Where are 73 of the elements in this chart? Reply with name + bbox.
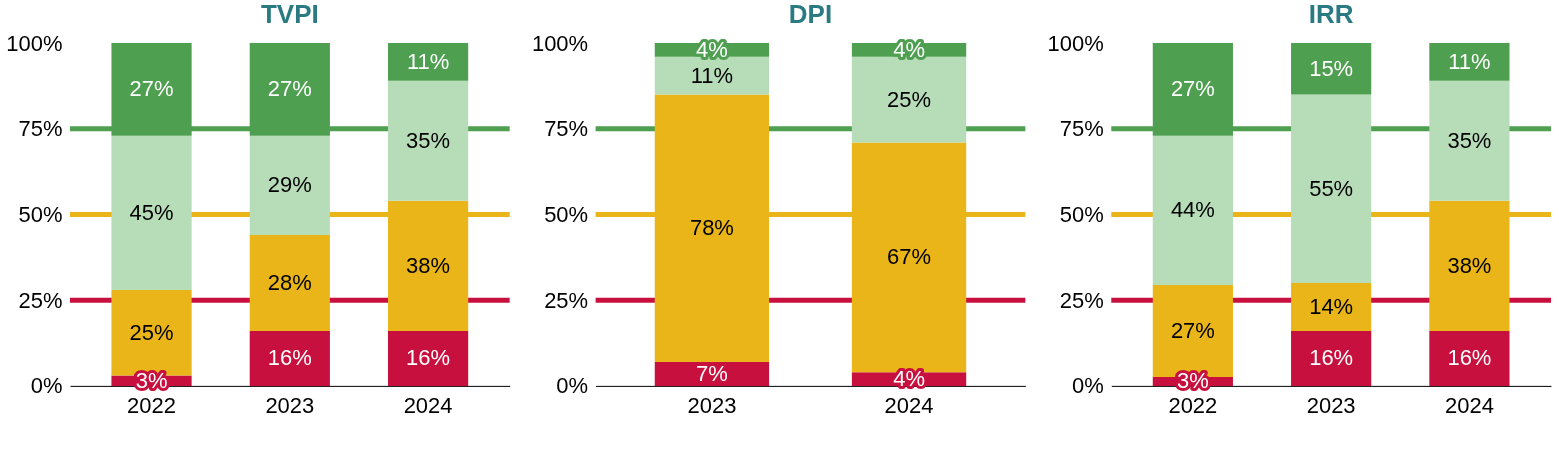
bar (387, 80, 469, 201)
data-label: 29% (267, 172, 312, 198)
y-tick-label: 75% (1059, 116, 1104, 142)
bar (1152, 135, 1233, 286)
data-label: 11% (690, 62, 734, 88)
data-label: 7% (696, 360, 728, 386)
bar (249, 235, 330, 332)
y-tick-label: 50% (18, 201, 63, 227)
data-label: 38% (1447, 252, 1492, 278)
x-tick-label: 2024 (403, 393, 453, 419)
data-label: 4% (893, 36, 925, 62)
x-tick-label: 2022 (1168, 393, 1218, 419)
x-tick-label: 2023 (1306, 393, 1356, 419)
bar (387, 331, 469, 386)
x-tick-label: 2023 (265, 393, 315, 419)
bar (1291, 43, 1372, 95)
data-label: 38% (406, 252, 451, 278)
bar (387, 43, 469, 81)
x-tick-label: 2024 (884, 393, 934, 419)
y-tick-label: 100% (1047, 30, 1104, 56)
y-tick-label: 25% (544, 287, 589, 313)
data-label: 27% (1170, 76, 1215, 102)
data-label: 14% (1309, 294, 1354, 320)
bar (1291, 283, 1372, 332)
bar (654, 56, 770, 95)
data-label: 16% (406, 345, 451, 371)
chart-title: TVPI (260, 0, 319, 30)
y-tick-label: 75% (18, 116, 63, 142)
data-label: 25% (887, 86, 932, 112)
y-tick-label: 100% (6, 30, 63, 56)
bar (249, 135, 330, 236)
y-tick-label: 50% (544, 201, 589, 227)
data-label: 27% (267, 76, 312, 102)
data-label: 35% (1447, 127, 1492, 153)
bar (851, 56, 967, 143)
data-label: 4% (696, 36, 728, 62)
bar (1291, 331, 1372, 386)
data-label: 27% (129, 76, 174, 102)
data-label: 44% (1170, 197, 1215, 223)
data-label: 35% (406, 127, 451, 153)
data-label: 28% (267, 270, 312, 296)
chart-title: DPI (788, 0, 833, 30)
y-tick-label: 25% (1059, 287, 1104, 313)
bar (111, 135, 192, 290)
bar (1429, 331, 1510, 386)
data-label: 55% (1309, 175, 1354, 201)
data-label: 78% (689, 215, 734, 241)
data-label: 11% (406, 48, 450, 74)
y-tick-label: 75% (544, 116, 589, 142)
data-label: 16% (267, 345, 312, 371)
x-tick-label: 2023 (687, 393, 737, 419)
data-label: 25% (129, 319, 174, 345)
bar (1429, 80, 1510, 201)
data-label: 27% (1170, 318, 1215, 344)
bar (1291, 94, 1372, 284)
chart-title: IRR (1308, 0, 1354, 30)
data-label: 11% (1448, 48, 1491, 74)
bar (1429, 43, 1510, 81)
data-label: 67% (887, 244, 932, 270)
data-label: 16% (1447, 345, 1492, 371)
y-tick-label: 0% (30, 373, 63, 399)
data-label: 15% (1309, 55, 1354, 81)
data-label: 45% (129, 199, 174, 225)
y-tick-label: 0% (1072, 373, 1104, 399)
bar (249, 331, 330, 386)
y-tick-label: 25% (18, 287, 63, 313)
y-tick-label: 100% (531, 30, 589, 56)
y-tick-label: 50% (1059, 201, 1104, 227)
y-tick-label: 0% (556, 373, 589, 399)
data-label: 4% (893, 366, 925, 392)
data-label: 16% (1309, 345, 1354, 371)
x-tick-label: 2022 (127, 393, 176, 419)
x-tick-label: 2024 (1444, 393, 1494, 419)
